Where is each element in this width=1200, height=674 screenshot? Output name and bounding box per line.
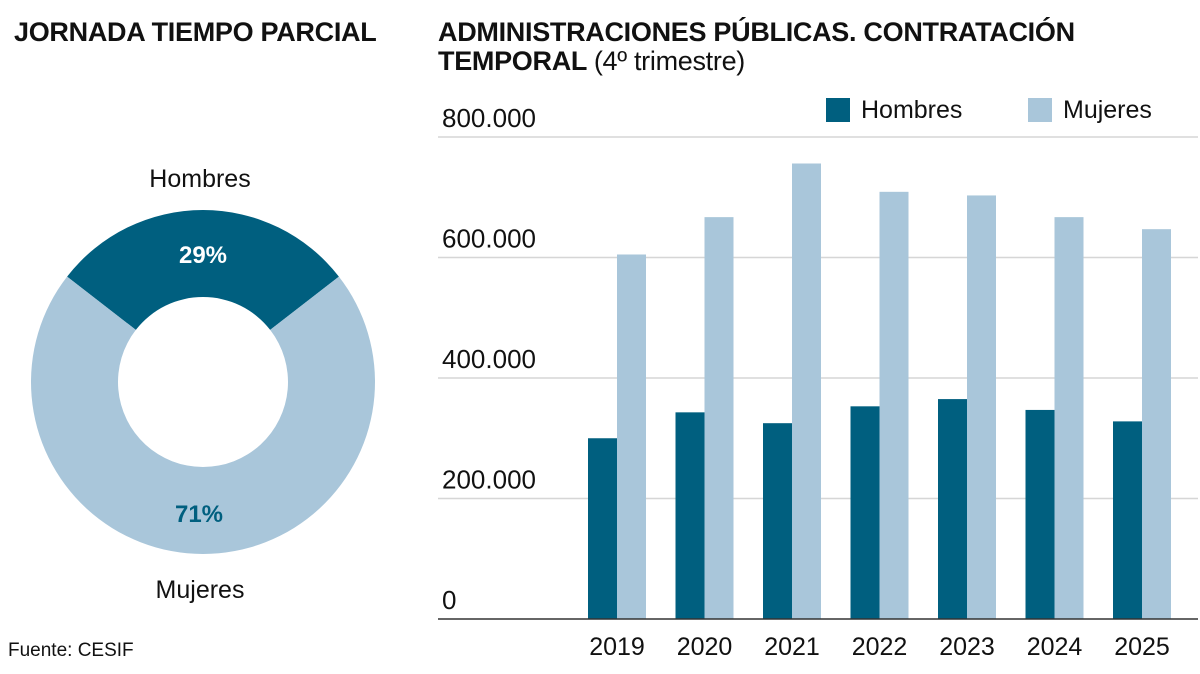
bar-hombres-2021 — [763, 423, 792, 619]
source-note: Fuente: CESIF — [8, 640, 134, 661]
bar-subtitle: (4º trimestre) — [593, 46, 745, 76]
donut-label-mujeres-pct: 71% — [175, 501, 223, 528]
x-tick-label: 2021 — [764, 633, 820, 661]
donut-name-hombres: Hombres — [149, 165, 250, 193]
legend-label-mujeres: Mujeres — [1063, 96, 1152, 124]
x-tick-label: 2025 — [1114, 633, 1170, 661]
legend-label-hombres: Hombres — [861, 96, 962, 124]
x-tick-label: 2024 — [1027, 633, 1083, 661]
bar-hombres-2019 — [588, 438, 617, 619]
y-tick-label: 800.000 — [442, 103, 536, 133]
bar-hombres-2020 — [675, 412, 705, 619]
bar-mujeres-2024 — [1054, 217, 1084, 619]
bar-mujeres-2025 — [1142, 229, 1171, 619]
x-tick-label: 2022 — [852, 633, 908, 661]
bar-mujeres-2019 — [617, 254, 646, 620]
bar-hombres-2025 — [1113, 421, 1142, 619]
bar-mujeres-2020 — [704, 217, 734, 619]
x-tick-label: 2020 — [677, 633, 733, 661]
x-tick-label: 2019 — [589, 633, 645, 661]
bar-title-main: ADMINISTRACIONES PÚBLICAS. CONTRATACIÓN … — [438, 17, 1075, 76]
donut-slice-hombres — [67, 209, 339, 330]
donut-slice-mujeres — [31, 276, 376, 554]
y-tick-label: 200.000 — [442, 465, 536, 495]
donut-name-mujeres: Mujeres — [156, 576, 245, 604]
bar-title: ADMINISTRACIONES PÚBLICAS. CONTRATACIÓN … — [438, 18, 1198, 76]
legend-swatch-hombres — [826, 98, 850, 122]
bar-hombres-2022 — [850, 406, 880, 619]
x-tick-label: 2023 — [939, 633, 995, 661]
bar-mujeres-2021 — [792, 163, 821, 619]
donut-label-hombres-pct: 29% — [179, 242, 227, 269]
y-tick-label: 400.000 — [442, 344, 536, 374]
y-tick-label: 0 — [442, 585, 456, 615]
bar-mujeres-2023 — [967, 195, 996, 619]
y-tick-label: 600.000 — [442, 224, 536, 254]
donut-title: JORNADA TIEMPO PARCIAL — [14, 17, 377, 47]
bar-mujeres-2022 — [879, 191, 909, 619]
bar-hombres-2024 — [1025, 409, 1055, 619]
legend-swatch-mujeres — [1028, 98, 1052, 122]
bar-hombres-2023 — [938, 399, 967, 619]
